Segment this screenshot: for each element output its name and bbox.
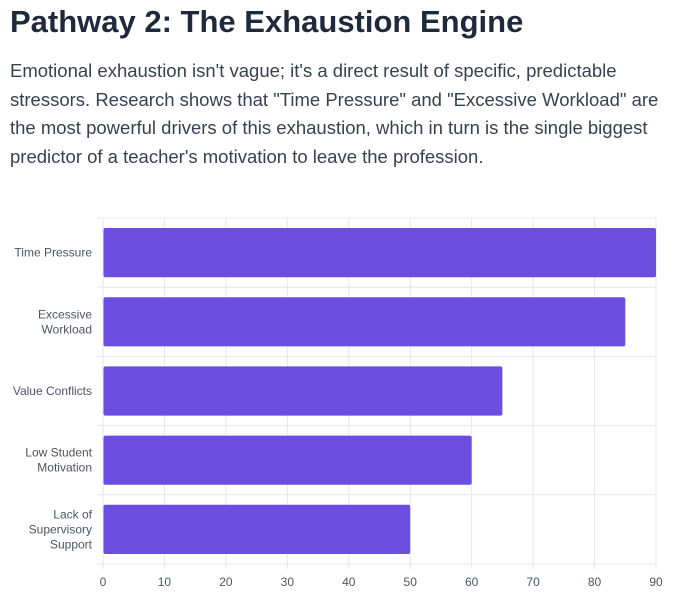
y-category-label-line: Low Student [25, 446, 92, 460]
y-category-label: Lack of Supervisory Support [29, 507, 93, 551]
y-category-label: Excessive Workload [38, 307, 92, 336]
x-axis-ticks: 0 10 20 30 40 50 60 70 80 90 [100, 575, 663, 589]
y-category-label: Time Pressure [14, 246, 92, 260]
x-tick-label: 40 [342, 575, 356, 589]
page-title: Pathway 2: The Exhaustion Engine [10, 4, 524, 39]
x-tick-label: 30 [281, 575, 295, 589]
x-tick-label: 70 [526, 575, 540, 589]
y-category-label-line: Workload [42, 322, 92, 336]
bar [103, 366, 503, 416]
x-tick-label: 90 [649, 575, 663, 589]
x-tick-label: 10 [158, 575, 172, 589]
bar [103, 297, 626, 347]
y-category-label-line: Time Pressure [14, 246, 92, 260]
chart-container: Time Pressure Excessive Workload Value Conf… [0, 205, 695, 605]
x-tick-label: 20 [219, 575, 233, 589]
bar-chart: Time Pressure Excessive Workload Value Conf… [13, 217, 663, 589]
x-tick-label: 80 [588, 575, 602, 589]
y-category-label-line: Supervisory [29, 522, 92, 536]
bar [103, 228, 656, 278]
bar [103, 504, 411, 554]
y-category-label-line: Motivation [37, 461, 92, 475]
y-category-label-line: Support [50, 537, 93, 551]
bar [103, 435, 472, 485]
x-tick-label: 0 [100, 575, 107, 589]
chart-bars [103, 228, 656, 554]
x-tick-label: 60 [465, 575, 479, 589]
y-category-label: Value Conflicts [13, 384, 92, 398]
y-category-label-line: Excessive [38, 307, 92, 321]
y-category-label-line: Lack of [53, 507, 92, 521]
intro-paragraph: Emotional exhaustion isn't vague; it's a… [10, 60, 659, 167]
y-axis-labels: Time Pressure Excessive Workload Value Conf… [13, 246, 93, 552]
y-category-label-line: Value Conflicts [13, 384, 92, 398]
y-category-label: Low Student Motivation [25, 446, 92, 475]
x-tick-label: 50 [404, 575, 418, 589]
